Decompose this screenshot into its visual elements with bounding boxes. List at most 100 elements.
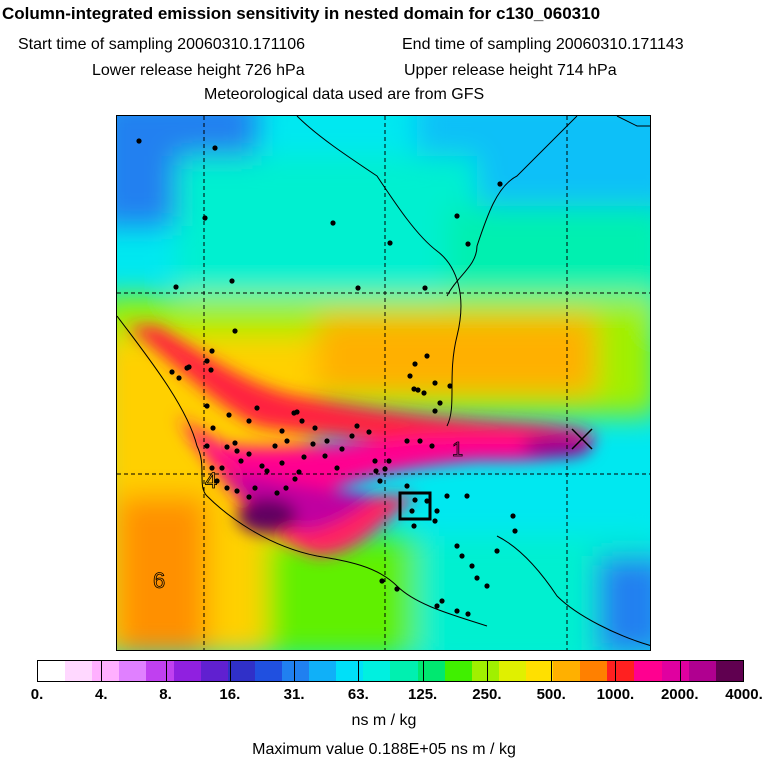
- plume: [127, 326, 597, 556]
- receptor-dot: [296, 469, 302, 475]
- colorbar-separator: [229, 660, 231, 682]
- colorbar-cell: [65, 661, 93, 681]
- coastline: [117, 116, 650, 646]
- colorbar-tick-label: 250.: [472, 686, 502, 703]
- receptor-dot: [407, 373, 413, 379]
- receptor-dot: [424, 353, 430, 359]
- lower-release-label: Lower release height 726 hPa: [92, 62, 305, 79]
- colorbar-separator: [101, 660, 103, 682]
- receptor-dot: [301, 454, 307, 460]
- receptor-dot: [226, 412, 232, 418]
- colorbar-tick-label: 0.: [30, 686, 44, 703]
- maximum-value-label: Maximum value 0.188E+05 ns m / kg: [252, 741, 516, 758]
- receptor-dot: [232, 440, 238, 446]
- receptor-dot: [349, 433, 355, 439]
- receptor-dot: [432, 408, 438, 414]
- receptor-dot: [454, 543, 460, 549]
- colorbar-cell: [363, 661, 391, 681]
- receptor-dot: [411, 523, 417, 529]
- receptor-dot: [252, 485, 258, 491]
- receptor-dot: [409, 508, 415, 514]
- colorbar-tick-label: 1000.: [596, 686, 635, 703]
- receptor-dot: [404, 483, 410, 489]
- colorbar-units: ns m / kg: [351, 712, 417, 729]
- receptor-dot: [334, 465, 340, 471]
- release-box: [398, 491, 432, 521]
- colorbar-cell: [146, 661, 174, 681]
- receptor-dot: [209, 348, 215, 354]
- met-data-label: Meteorological data used are from GFS: [204, 86, 485, 103]
- receptor-dot: [465, 241, 471, 247]
- receptor-dot: [224, 444, 230, 450]
- receptor-dot: [354, 423, 360, 429]
- colorbar-separator: [294, 660, 296, 682]
- receptor-dot: [411, 386, 417, 392]
- receptor-dot: [432, 518, 438, 524]
- receptor-dot: [454, 213, 460, 219]
- receptor-dot: [422, 285, 428, 291]
- colorbar-separator: [615, 660, 617, 682]
- receptor-dot: [232, 328, 238, 334]
- receptor-dot: [459, 553, 465, 559]
- sensitivity-field: [117, 116, 650, 650]
- receptor-dot: [238, 458, 244, 464]
- receptor-dot: [299, 418, 305, 424]
- receptor-dot: [464, 493, 470, 499]
- lat-lon-grid: [117, 116, 650, 650]
- receptor-dot: [136, 138, 142, 144]
- colorbar-cell: [92, 661, 120, 681]
- receptor-dot: [284, 438, 290, 444]
- receptor-dot: [417, 438, 423, 444]
- contour-label-4: 4: [205, 468, 217, 493]
- receptor-dot: [310, 441, 316, 447]
- receptor-dot: [184, 365, 190, 371]
- receptor-dot: [373, 468, 379, 474]
- start-time-label: Start time of sampling 20060310.171106: [18, 36, 306, 53]
- receptor-dot: [219, 465, 225, 471]
- colorbar-cell: [661, 661, 689, 681]
- receptor-dot: [415, 387, 421, 393]
- receptor-dots: [136, 138, 518, 617]
- receptor-dot: [394, 586, 400, 592]
- receptor-dot: [202, 215, 208, 221]
- receptor-dot: [209, 465, 215, 471]
- colorbar-tick-label: 8.: [159, 686, 172, 703]
- colorbar-cell: [471, 661, 499, 681]
- receptor-dot: [204, 358, 210, 364]
- colorbar-tick-label: 2000.: [660, 686, 699, 703]
- contour-label-6: 6: [153, 568, 165, 593]
- colorbar-cell: [119, 661, 147, 681]
- colorbar-cell: [715, 661, 743, 681]
- colorbar-cell: [227, 661, 255, 681]
- colorbar-cell: [281, 661, 310, 681]
- receptor-dot: [176, 375, 182, 381]
- receptor-dot: [283, 485, 289, 491]
- receptor-dot: [272, 443, 278, 449]
- receptor-dot: [292, 476, 298, 482]
- colorbar-tick-label: 16.: [219, 686, 241, 703]
- receptor-dot: [246, 494, 252, 500]
- receptor-dot: [312, 425, 318, 431]
- colorbar-cell: [254, 661, 282, 681]
- colorbar-cell: [634, 661, 662, 681]
- receptor-dot: [412, 497, 418, 503]
- receptor-dot: [432, 380, 438, 386]
- colorbar-cell: [173, 661, 201, 681]
- receptor-dot: [469, 563, 475, 569]
- colorbar-cell: [553, 661, 581, 681]
- colorbar-separator: [551, 660, 553, 682]
- receptor-dot: [434, 603, 440, 609]
- end-time-label: End time of sampling 20060310.171143: [402, 36, 684, 53]
- colorbar-cell: [525, 661, 554, 681]
- receptor-dot: [474, 575, 480, 581]
- receptor-dot: [210, 425, 216, 431]
- colorbar-separator: [679, 660, 681, 682]
- receptor-dot: [429, 443, 435, 449]
- receptor-dot: [229, 278, 235, 284]
- receptor-dot: [494, 548, 500, 554]
- receptor-dot: [447, 383, 453, 389]
- receptor-dot: [279, 460, 285, 466]
- receptor-dot: [214, 478, 220, 484]
- receptor-dot: [339, 446, 345, 452]
- receptor-dot: [246, 418, 252, 424]
